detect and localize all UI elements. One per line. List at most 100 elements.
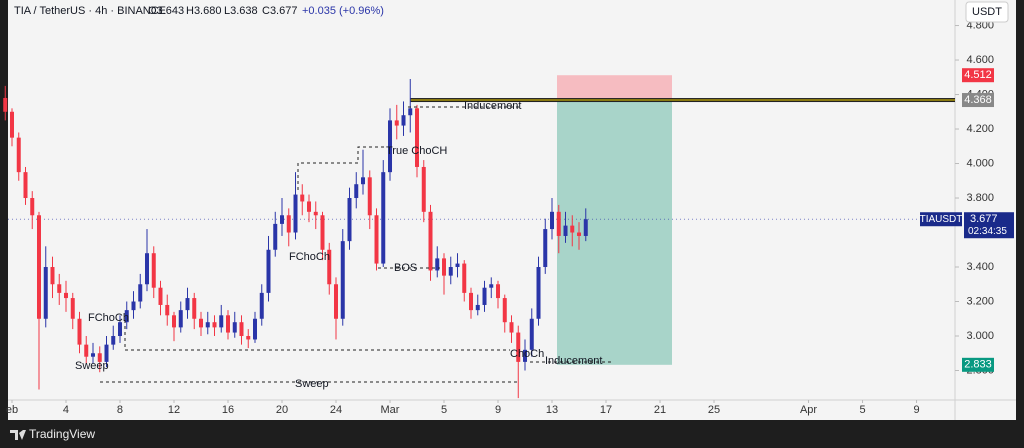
candle-body xyxy=(23,172,28,199)
header: TIA / TetherUS · 4h · BINANCE O3.643 H3.… xyxy=(14,5,384,17)
fchoch-line xyxy=(297,146,384,190)
y-tick-label: 3.400 xyxy=(966,261,994,273)
candle-body xyxy=(556,211,561,236)
y-tick-label: 4.600 xyxy=(966,54,994,66)
annotation: Inducement xyxy=(464,100,521,112)
candle-body xyxy=(361,177,366,185)
candle-body xyxy=(111,336,116,345)
candle-body xyxy=(63,292,68,299)
plot xyxy=(3,75,955,399)
candle-body xyxy=(462,263,467,293)
ohlc-close: C3.677 xyxy=(262,5,297,17)
entry-badge-label: 4.368 xyxy=(964,94,992,106)
candle-body xyxy=(205,322,210,328)
candle-body xyxy=(374,215,379,264)
candle-body xyxy=(192,298,197,319)
countdown-label: 02:34:35 xyxy=(968,226,1007,237)
candle-body xyxy=(516,332,521,362)
x-tick-label: Apr xyxy=(800,404,817,416)
last-price-badge xyxy=(964,212,1014,239)
currency-button[interactable]: USDT xyxy=(965,1,1009,23)
candle-body xyxy=(502,298,507,323)
candle-body xyxy=(36,215,41,319)
candle-body xyxy=(165,304,170,316)
stop-badge-label: 4.512 xyxy=(964,69,992,81)
annotation: Sweep xyxy=(75,360,109,372)
ohlc-high: H3.680 xyxy=(186,5,221,17)
candle-body xyxy=(334,284,339,319)
candle-body xyxy=(286,215,291,233)
candle-body xyxy=(9,111,14,138)
candle-body xyxy=(253,318,258,340)
candle-body xyxy=(543,229,548,268)
candle-body xyxy=(482,287,487,305)
candle-body xyxy=(347,198,352,242)
candle-body xyxy=(104,344,109,362)
x-tick-label: 20 xyxy=(276,404,288,416)
symbol-badge xyxy=(920,212,962,227)
candle-body xyxy=(117,322,122,337)
candle-body xyxy=(523,349,528,362)
candle-body xyxy=(273,223,278,250)
annotation-labels: FChoCh Sweep Sweep FChoCh True ChoCH BOS… xyxy=(75,100,602,390)
candle-body xyxy=(394,120,399,126)
x-tick-label: 5 xyxy=(441,404,447,416)
annotation: BOS xyxy=(394,262,417,274)
candle-body xyxy=(475,304,480,311)
last-price-label: 3.677 xyxy=(970,213,998,225)
button-label[interactable]: USDT xyxy=(972,6,1002,18)
candle-body xyxy=(293,194,298,233)
symbol-badge-label: TIAUSDT xyxy=(920,214,963,225)
candle-body xyxy=(90,353,95,357)
x-tick-label: 13 xyxy=(546,404,558,416)
candle-body xyxy=(50,267,55,285)
logo xyxy=(10,430,26,440)
candle-body xyxy=(550,211,555,230)
candle-body xyxy=(469,292,474,311)
candle-body xyxy=(570,225,575,233)
candle-body xyxy=(158,287,163,305)
candle-body xyxy=(307,201,312,212)
button[interactable] xyxy=(965,1,1009,23)
candle-body xyxy=(442,258,447,276)
candle-body xyxy=(536,267,541,319)
candle-body xyxy=(313,211,318,216)
axes: 2.8003.0003.2003.4003.8004.0004.2004.400… xyxy=(6,19,1014,416)
x-tick-label: Mar xyxy=(381,404,400,416)
annotation: True ChoCH xyxy=(386,145,447,157)
x-tick-label: 24 xyxy=(330,404,342,416)
x-tick-label: 9 xyxy=(913,404,919,416)
annotation: FChoCh xyxy=(289,251,330,263)
entry-badge xyxy=(962,93,994,108)
candle-body xyxy=(77,318,82,345)
ohlc-low: L3.638 xyxy=(224,5,258,17)
ohlc-open: O3.643 xyxy=(148,5,184,17)
target-zone xyxy=(557,100,672,365)
candle-body xyxy=(145,253,150,285)
candle-body xyxy=(172,315,177,328)
candle-body xyxy=(226,315,231,333)
candle-body xyxy=(300,194,305,202)
candle-body xyxy=(131,301,136,311)
candle-body xyxy=(583,219,588,236)
x-tick-label: 16 xyxy=(222,404,234,416)
candle-body xyxy=(563,225,568,236)
candle-body xyxy=(388,120,393,173)
candle-body xyxy=(43,267,48,319)
x-tick-label: 12 xyxy=(168,404,180,416)
x-tick-label: 4 xyxy=(63,404,69,416)
candle-body xyxy=(97,353,102,362)
candle-body xyxy=(435,258,440,271)
annotations xyxy=(100,106,612,383)
y-tick-label: 3.800 xyxy=(966,192,994,204)
candle-body xyxy=(3,97,8,112)
y-tick-label: 3.200 xyxy=(966,295,994,307)
annotation: Inducement xyxy=(545,355,602,367)
candle-body xyxy=(496,284,501,299)
stop-badge xyxy=(962,68,994,83)
footer: TradingView xyxy=(0,420,1024,448)
candle-body xyxy=(138,284,143,302)
candle-body xyxy=(239,322,244,337)
annotation: FChoCh xyxy=(88,312,129,324)
